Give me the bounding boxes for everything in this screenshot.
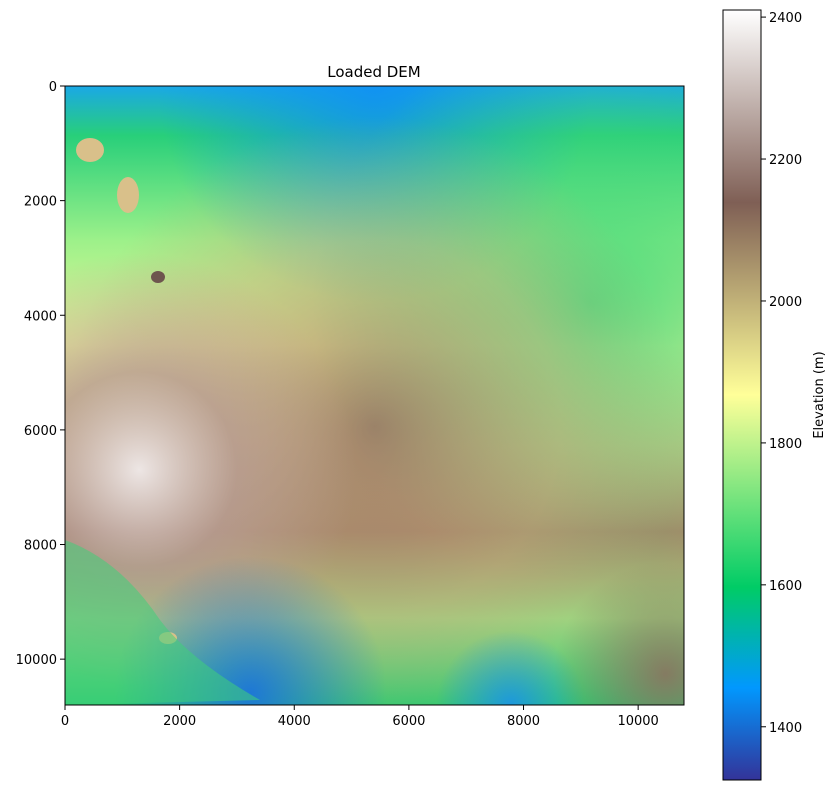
colorbar-tick-label: 2200: [769, 153, 802, 168]
x-axis: 0 2000 4000 6000 8000 10000: [61, 705, 659, 729]
y-tick-label: 4000: [24, 309, 57, 324]
colorbar-tick-label: 2400: [769, 11, 802, 26]
colorbar-tick-label: 1600: [769, 579, 802, 594]
plot-frame: [64, 85, 685, 706]
y-axis: 0 2000 4000 6000 8000 10000: [16, 80, 65, 668]
colorbar-tick-label: 1800: [769, 437, 802, 452]
x-tick-label: 2000: [163, 714, 196, 729]
x-tick-label: 4000: [278, 714, 311, 729]
y-tick-label: 0: [49, 80, 57, 95]
x-tick-label: 8000: [507, 714, 540, 729]
y-tick-label: 6000: [24, 424, 57, 439]
colorbar-tick-label: 2000: [769, 295, 802, 310]
x-tick-label: 10000: [617, 714, 658, 729]
colorbar: [722, 9, 762, 781]
y-tick-label: 8000: [24, 539, 57, 554]
colorbar-label: Elevation (m): [812, 351, 827, 438]
dem-image: [65, 86, 684, 705]
chart-title: Loaded DEM: [327, 63, 420, 81]
x-tick-label: 0: [61, 714, 69, 729]
x-tick-label: 6000: [392, 714, 425, 729]
y-tick-label: 10000: [16, 653, 57, 668]
colorbar-tick-label: 1400: [769, 721, 802, 736]
colorbar-axis: 1400 1600 1800 2000 2200 2400: [761, 11, 802, 736]
y-tick-label: 2000: [24, 195, 57, 210]
